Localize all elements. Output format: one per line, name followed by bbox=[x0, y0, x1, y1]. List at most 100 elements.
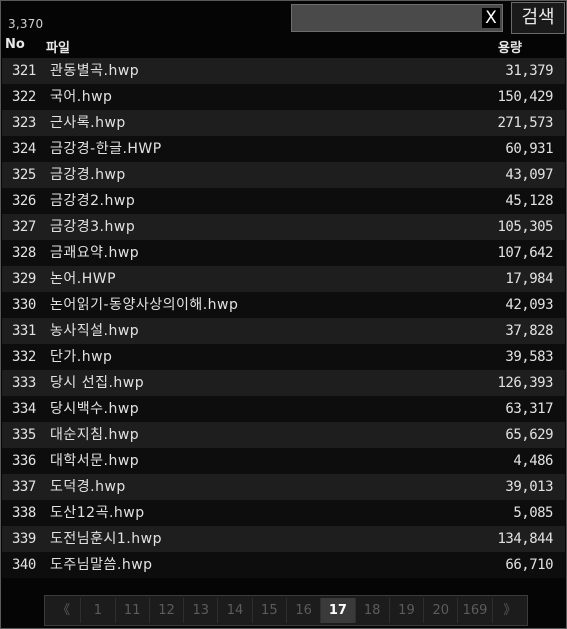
column-header-size[interactable]: 용량 bbox=[498, 41, 522, 56]
page-link-169[interactable]: 169 bbox=[458, 598, 493, 623]
row-number: 335 bbox=[12, 427, 36, 443]
file-size: 105,305 bbox=[497, 219, 553, 235]
file-name-link[interactable]: 도덕경.hwp bbox=[50, 479, 126, 495]
table-row[interactable]: 331 농사직설.hwp 37,828 bbox=[2, 318, 565, 344]
file-size: 42,093 bbox=[505, 297, 553, 313]
page-link-13[interactable]: 13 bbox=[184, 598, 219, 623]
file-size: 5,085 bbox=[513, 505, 553, 521]
file-name-link[interactable]: 논어.HWP bbox=[50, 271, 117, 287]
prev-page-button[interactable]: 《 bbox=[47, 598, 82, 623]
table-row[interactable]: 330 논어읽기-동양사상의이해.hwp 42,093 bbox=[2, 292, 565, 318]
file-name-link[interactable]: 도전님훈시1.hwp bbox=[50, 531, 162, 547]
table-row[interactable]: 340 도주님말씀.hwp 66,710 bbox=[2, 552, 565, 578]
file-name-link[interactable]: 금강경-한글.HWP bbox=[50, 141, 162, 157]
file-size: 150,429 bbox=[497, 89, 553, 105]
file-name-link[interactable]: 관동별곡.hwp bbox=[50, 63, 140, 79]
file-size: 126,393 bbox=[497, 375, 553, 391]
file-size: 60,931 bbox=[505, 141, 553, 157]
column-header-file[interactable]: 파일 bbox=[46, 41, 70, 56]
table-row[interactable]: 329 논어.HWP 17,984 bbox=[2, 266, 565, 292]
row-number: 325 bbox=[12, 167, 36, 183]
row-number: 338 bbox=[12, 505, 36, 521]
page-link-12[interactable]: 12 bbox=[150, 598, 185, 623]
table-row[interactable]: 335 대순지침.hwp 65,629 bbox=[2, 422, 565, 448]
clear-search-button[interactable]: X bbox=[482, 8, 500, 28]
row-number: 330 bbox=[12, 297, 36, 313]
page-link-19[interactable]: 19 bbox=[390, 598, 425, 623]
table-row[interactable]: 324 금강경-한글.HWP 60,931 bbox=[2, 136, 565, 162]
file-name-link[interactable]: 대순지침.hwp bbox=[50, 427, 140, 443]
file-size: 37,828 bbox=[505, 323, 553, 339]
row-number: 329 bbox=[12, 271, 36, 287]
table-row[interactable]: 321 관동별곡.hwp 31,379 bbox=[2, 58, 565, 84]
row-number: 326 bbox=[12, 193, 36, 209]
file-name-link[interactable]: 당시백수.hwp bbox=[50, 401, 140, 417]
row-number: 321 bbox=[12, 63, 36, 79]
file-name-link[interactable]: 도주님말씀.hwp bbox=[50, 557, 153, 573]
row-number: 323 bbox=[12, 115, 36, 131]
file-size: 45,128 bbox=[505, 193, 553, 209]
column-header: No 파일 용량 bbox=[1, 36, 566, 56]
file-table-body: 321 관동별곡.hwp 31,379 322 국어.hwp 150,429 323 근사록.… bbox=[2, 58, 565, 578]
search-button[interactable]: 검색 bbox=[511, 2, 565, 34]
page-link-20[interactable]: 20 bbox=[424, 598, 459, 623]
page-link-16[interactable]: 16 bbox=[287, 598, 322, 623]
file-name-link[interactable]: 금강경3.hwp bbox=[50, 219, 136, 235]
row-number: 327 bbox=[12, 219, 36, 235]
page-link-1[interactable]: 1 bbox=[81, 598, 116, 623]
next-page-button[interactable]: 》 bbox=[503, 603, 517, 618]
pagination: 《 1 11 12 13 14 15 16 17 18 19 20 169 》 bbox=[44, 595, 528, 626]
page-link-18[interactable]: 18 bbox=[356, 598, 390, 623]
file-name-link[interactable]: 국어.hwp bbox=[50, 89, 113, 105]
file-size: 65,629 bbox=[505, 427, 553, 443]
page-link-15[interactable]: 15 bbox=[253, 598, 287, 623]
file-name-link[interactable]: 당시 선집.hwp bbox=[50, 375, 145, 391]
table-row[interactable]: 334 당시백수.hwp 63,317 bbox=[2, 396, 565, 422]
search-input[interactable] bbox=[292, 5, 482, 31]
table-row[interactable]: 337 도덕경.hwp 39,013 bbox=[2, 474, 565, 500]
file-size: 271,573 bbox=[497, 115, 553, 131]
table-row[interactable]: 322 국어.hwp 150,429 bbox=[2, 84, 565, 110]
file-size: 63,317 bbox=[505, 401, 553, 417]
file-name-link[interactable]: 도산12곡.hwp bbox=[50, 505, 145, 521]
file-size: 39,583 bbox=[505, 349, 553, 365]
page-link-11[interactable]: 11 bbox=[116, 598, 150, 623]
file-size: 134,844 bbox=[497, 531, 553, 547]
table-row[interactable]: 332 단가.hwp 39,583 bbox=[2, 344, 565, 370]
table-row[interactable]: 325 금강경.hwp 43,097 bbox=[2, 162, 565, 188]
file-name-link[interactable]: 금강경2.hwp bbox=[50, 193, 136, 209]
file-name-link[interactable]: 농사직설.hwp bbox=[50, 323, 140, 339]
file-size: 39,013 bbox=[505, 479, 553, 495]
file-size: 17,984 bbox=[505, 271, 553, 287]
row-number: 333 bbox=[12, 375, 36, 391]
table-row[interactable]: 323 근사록.hwp 271,573 bbox=[2, 110, 565, 136]
file-size: 43,097 bbox=[505, 167, 553, 183]
table-row[interactable]: 339 도전님훈시1.hwp 134,844 bbox=[2, 526, 565, 552]
table-row[interactable]: 328 금괘요약.hwp 107,642 bbox=[2, 240, 565, 266]
file-name-link[interactable]: 근사록.hwp bbox=[50, 115, 126, 131]
table-row[interactable]: 326 금강경2.hwp 45,128 bbox=[2, 188, 565, 214]
search-box[interactable]: X bbox=[291, 4, 503, 32]
file-name-link[interactable]: 금강경.hwp bbox=[50, 167, 126, 183]
table-row[interactable]: 338 도산12곡.hwp 5,085 bbox=[2, 500, 565, 526]
row-number: 332 bbox=[12, 349, 36, 365]
file-name-link[interactable]: 대학서문.hwp bbox=[50, 453, 140, 469]
page-link-17[interactable]: 17 bbox=[321, 598, 356, 623]
file-size: 31,379 bbox=[505, 63, 553, 79]
file-size: 66,710 bbox=[505, 557, 553, 573]
page-link-14[interactable]: 14 bbox=[218, 598, 253, 623]
total-count: 3,370 bbox=[8, 17, 44, 31]
table-row[interactable]: 333 당시 선집.hwp 126,393 bbox=[2, 370, 565, 396]
column-header-no[interactable]: No bbox=[5, 37, 25, 52]
file-name-link[interactable]: 금괘요약.hwp bbox=[50, 245, 140, 261]
row-number: 324 bbox=[12, 141, 36, 157]
file-name-link[interactable]: 단가.hwp bbox=[50, 349, 113, 365]
row-number: 331 bbox=[12, 323, 36, 339]
table-row[interactable]: 336 대학서문.hwp 4,486 bbox=[2, 448, 565, 474]
row-number: 322 bbox=[12, 89, 36, 105]
row-number: 328 bbox=[12, 245, 36, 261]
table-row[interactable]: 327 금강경3.hwp 105,305 bbox=[2, 214, 565, 240]
row-number: 339 bbox=[12, 531, 36, 547]
file-name-link[interactable]: 논어읽기-동양사상의이해.hwp bbox=[50, 297, 239, 313]
